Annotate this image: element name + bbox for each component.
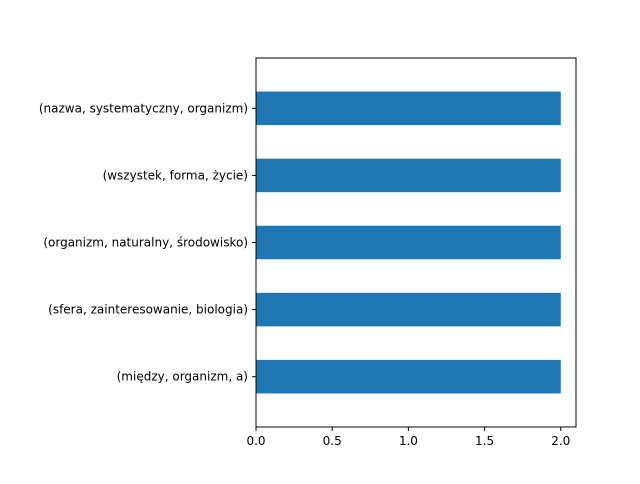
x-axis-ticks: 0.0 0.5 1.0 1.5 2.0 bbox=[246, 427, 570, 448]
y-tick-label-1: (sfera, zainteresowanie, biologia) bbox=[48, 303, 248, 317]
y-tick-label-4: (nazwa, systematyczny, organizm) bbox=[39, 101, 248, 115]
bar-4 bbox=[256, 91, 561, 126]
x-tick-label-1: 0.5 bbox=[323, 434, 342, 448]
x-tick-label-2: 1.0 bbox=[399, 434, 418, 448]
bar-3 bbox=[256, 158, 561, 193]
x-tick-label-4: 2.0 bbox=[551, 434, 570, 448]
y-tick-label-2: (organizm, naturalny, środowisko) bbox=[43, 236, 248, 250]
x-tick-label-0: 0.0 bbox=[246, 434, 265, 448]
y-axis-ticks: (między, organizm, a) (sfera, zainteresow… bbox=[39, 101, 256, 384]
bars-layer bbox=[256, 91, 561, 394]
bar-2 bbox=[256, 225, 561, 260]
bar-0 bbox=[256, 359, 561, 394]
y-tick-label-0: (między, organizm, a) bbox=[117, 370, 248, 384]
bar-1 bbox=[256, 292, 561, 327]
y-tick-label-3: (wszystek, forma, życie) bbox=[103, 168, 248, 182]
x-tick-label-3: 1.5 bbox=[475, 434, 494, 448]
